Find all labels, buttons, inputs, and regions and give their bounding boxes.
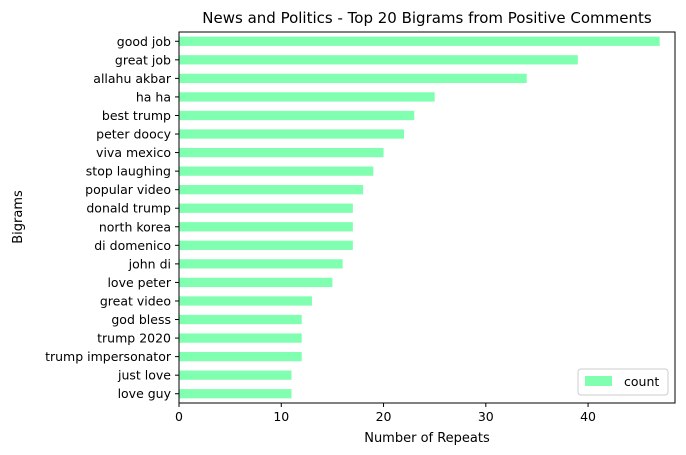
y-tick-label: best trump <box>102 108 171 123</box>
bar-john-di <box>179 259 343 269</box>
bar-viva-mexico <box>179 147 384 158</box>
x-axis-label: Number of Repeats <box>364 431 490 446</box>
y-tick-label: love guy <box>118 386 172 401</box>
y-tick-label: just love <box>117 368 171 383</box>
x-tick-label: 0 <box>175 409 183 424</box>
bar-best-trump <box>179 110 415 121</box>
bar-god-bless <box>179 314 302 325</box>
plot-area-frame <box>178 31 676 404</box>
y-axis-label: Bigrams <box>11 190 26 244</box>
bar-peter-doocy <box>179 129 404 139</box>
chart-title: News and Politics - Top 20 Bigrams from … <box>202 9 652 27</box>
y-tick-label: donald trump <box>86 201 171 216</box>
bars-group <box>179 36 660 399</box>
bar-ha-ha <box>179 92 435 102</box>
y-tick-label: popular video <box>85 182 171 197</box>
bar-di-domenico <box>179 240 353 250</box>
legend-box <box>577 368 669 396</box>
y-tick-label: allahu akbar <box>93 71 172 86</box>
y-tick-label: north korea <box>99 219 171 234</box>
legend-entry-count: count <box>624 374 659 389</box>
y-tick-label: peter doocy <box>96 127 171 142</box>
bar-donald-trump <box>179 203 353 213</box>
bar-trump-impersonator <box>179 351 302 362</box>
y-tick-label: di domenico <box>94 238 171 253</box>
y-tick-label: viva mexico <box>96 145 171 160</box>
y-tick-label: god bless <box>111 312 171 327</box>
x-tick-label: 10 <box>273 409 289 424</box>
bar-trump-2020 <box>179 333 302 343</box>
x-tick-label: 30 <box>478 409 494 424</box>
y-tick-label: john di <box>128 256 171 271</box>
bar-just-love <box>179 370 292 380</box>
y-tick-label: trump impersonator <box>45 349 172 364</box>
y-axis-ticks: good job great job allahu akbar ha ha best t… <box>45 34 179 401</box>
bar-popular-video <box>179 185 364 195</box>
x-tick-label: 40 <box>580 409 596 424</box>
x-axis-ticks: 0 10 20 30 40 <box>175 403 596 424</box>
y-tick-label: trump 2020 <box>97 331 171 346</box>
bar-good-job <box>179 36 660 46</box>
bar-love-peter <box>179 277 333 288</box>
legend: count <box>577 368 669 396</box>
bar-love-guy <box>179 389 292 399</box>
bar-allahu-akbar <box>179 73 527 84</box>
y-tick-label: good job <box>117 34 171 49</box>
y-tick-label: ha ha <box>136 89 171 104</box>
bar-great-video <box>179 296 312 306</box>
bar-stop-laughing <box>179 166 374 176</box>
bar-north-korea <box>179 222 353 232</box>
bar-great-job <box>179 55 578 65</box>
y-tick-label: stop laughing <box>86 164 171 179</box>
y-tick-label: great video <box>100 293 171 308</box>
legend-swatch-count <box>585 376 612 386</box>
y-tick-label: love peter <box>107 275 171 290</box>
y-tick-label: great job <box>115 52 171 67</box>
x-tick-label: 20 <box>376 409 392 424</box>
